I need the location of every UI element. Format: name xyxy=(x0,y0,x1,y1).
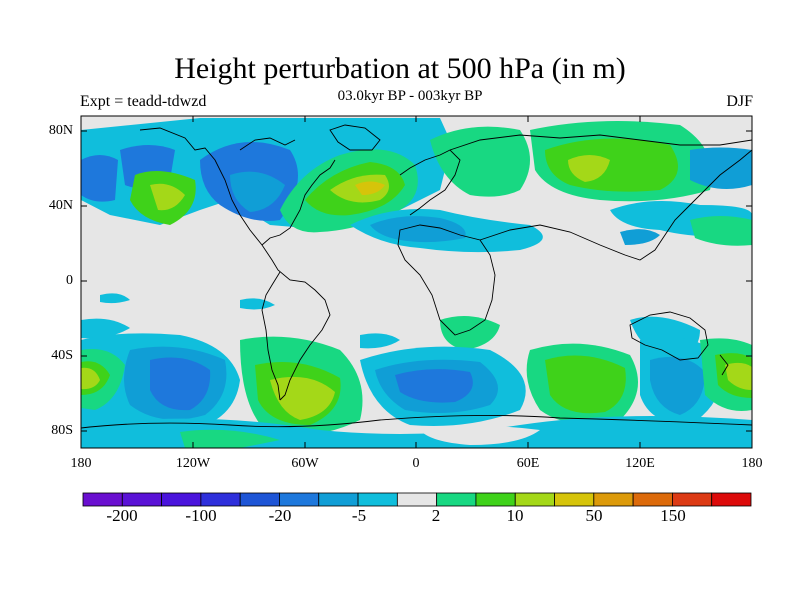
colorbar-label-10: 10 xyxy=(506,506,524,525)
new-zealand-coast xyxy=(719,354,729,376)
lat-label-0: 0 xyxy=(66,273,73,288)
mediterranean-mid-blue xyxy=(370,216,466,243)
south-pacific-patch xyxy=(81,318,130,339)
colorbar-swatch xyxy=(318,492,359,507)
sh-pacific-blue xyxy=(150,357,211,411)
americas-west-coast xyxy=(139,127,331,401)
plot-title: Height perturbation at 500 hPa (in m) xyxy=(174,52,626,85)
season-label: DJF xyxy=(726,93,753,110)
colorbar-swatch xyxy=(161,492,202,507)
colorbar-label-minus-20: -20 xyxy=(268,506,292,525)
south-africa-green xyxy=(440,316,500,350)
east-asia-mid-blue xyxy=(620,229,660,245)
colorbar-swatch xyxy=(82,492,123,507)
colorbar-swatch xyxy=(200,492,241,507)
lon-label-180w: 180 xyxy=(70,456,92,471)
colorbar-label-minus-5: -5 xyxy=(351,506,367,525)
antarctic-green xyxy=(180,429,280,448)
colorbar-swatch xyxy=(436,492,477,507)
colorbar-swatch xyxy=(672,492,713,507)
lat-label-40s: 40S xyxy=(51,348,73,363)
coastlines xyxy=(81,124,752,429)
colorbar-swatch xyxy=(711,492,752,507)
south-atlantic-patch xyxy=(360,333,400,349)
lat-label-80n: 80N xyxy=(48,123,73,138)
south-america-yellow-green xyxy=(270,376,335,420)
colorbar-swatch xyxy=(396,492,438,507)
new-zealand-yellow-green xyxy=(725,362,752,390)
antarctic-gap xyxy=(420,426,540,445)
hudson-bay-coast xyxy=(239,137,296,151)
south-atlantic-blue xyxy=(395,369,473,403)
greenland-coast xyxy=(329,124,381,151)
scandinavia-green xyxy=(430,126,530,197)
colorbar-label-50: 50 xyxy=(585,506,603,525)
north-america-mid-blue xyxy=(230,171,285,212)
lon-label-0: 0 xyxy=(412,456,420,471)
colorbar-swatch xyxy=(514,492,555,507)
lat-label-80s: 80S xyxy=(51,423,73,438)
australia-coast xyxy=(629,311,709,361)
tropical-patch-2 xyxy=(240,298,275,310)
colorbar xyxy=(82,492,752,507)
tropical-patch-1 xyxy=(100,293,130,304)
colorbar-label-150: 150 xyxy=(660,506,686,525)
north-america-east-coast xyxy=(261,159,336,246)
pacific-yellow-green xyxy=(150,183,185,211)
contour-fills xyxy=(81,118,752,448)
lon-label-60w: 60W xyxy=(291,456,319,471)
experiment-label: Expt = teadd-tdwzd xyxy=(80,93,207,110)
africa-coast xyxy=(397,224,496,336)
axis-ticks xyxy=(80,116,753,448)
australia-south-mid-blue xyxy=(650,356,705,415)
sw-pacific-yellow-green xyxy=(81,367,100,390)
europe-coast xyxy=(399,149,461,216)
south-indian-bright-green xyxy=(545,355,626,414)
colorbar-label-minus-100: -100 xyxy=(185,506,217,525)
lon-label-120e: 120E xyxy=(625,456,655,471)
south-america-coast xyxy=(261,271,281,401)
colorbar-swatch xyxy=(554,492,595,507)
asia-north-coast xyxy=(449,134,752,151)
lat-label-40n: 40N xyxy=(48,198,73,213)
east-siberia-blue xyxy=(690,147,752,189)
antarctica-coast xyxy=(81,414,752,429)
plot-subtitle: 03.0kyr BP - 003kyr BP xyxy=(337,88,483,104)
colorbar-swatch xyxy=(279,492,320,507)
colorbar-label-2: 2 xyxy=(431,506,441,525)
asia-south-coast xyxy=(479,149,752,261)
lon-label-120w: 120W xyxy=(175,456,211,471)
siberia-yellow-green xyxy=(568,155,610,182)
lon-label-180e: 180 xyxy=(741,456,763,471)
west-pacific-blue xyxy=(81,155,118,202)
east-asia-green xyxy=(690,216,752,246)
arctic-light-blue xyxy=(300,118,450,150)
colorbar-swatch xyxy=(121,492,162,507)
colorbar-swatch xyxy=(357,492,398,507)
atlantic-yellow xyxy=(355,181,385,195)
lon-label-60e: 60E xyxy=(516,456,540,471)
colorbar-swatch xyxy=(593,492,634,507)
colorbar-swatch xyxy=(632,492,673,507)
colorbar-label-minus-200: -200 xyxy=(106,506,138,525)
colorbar-swatch xyxy=(475,492,516,507)
colorbar-swatch xyxy=(239,492,280,507)
